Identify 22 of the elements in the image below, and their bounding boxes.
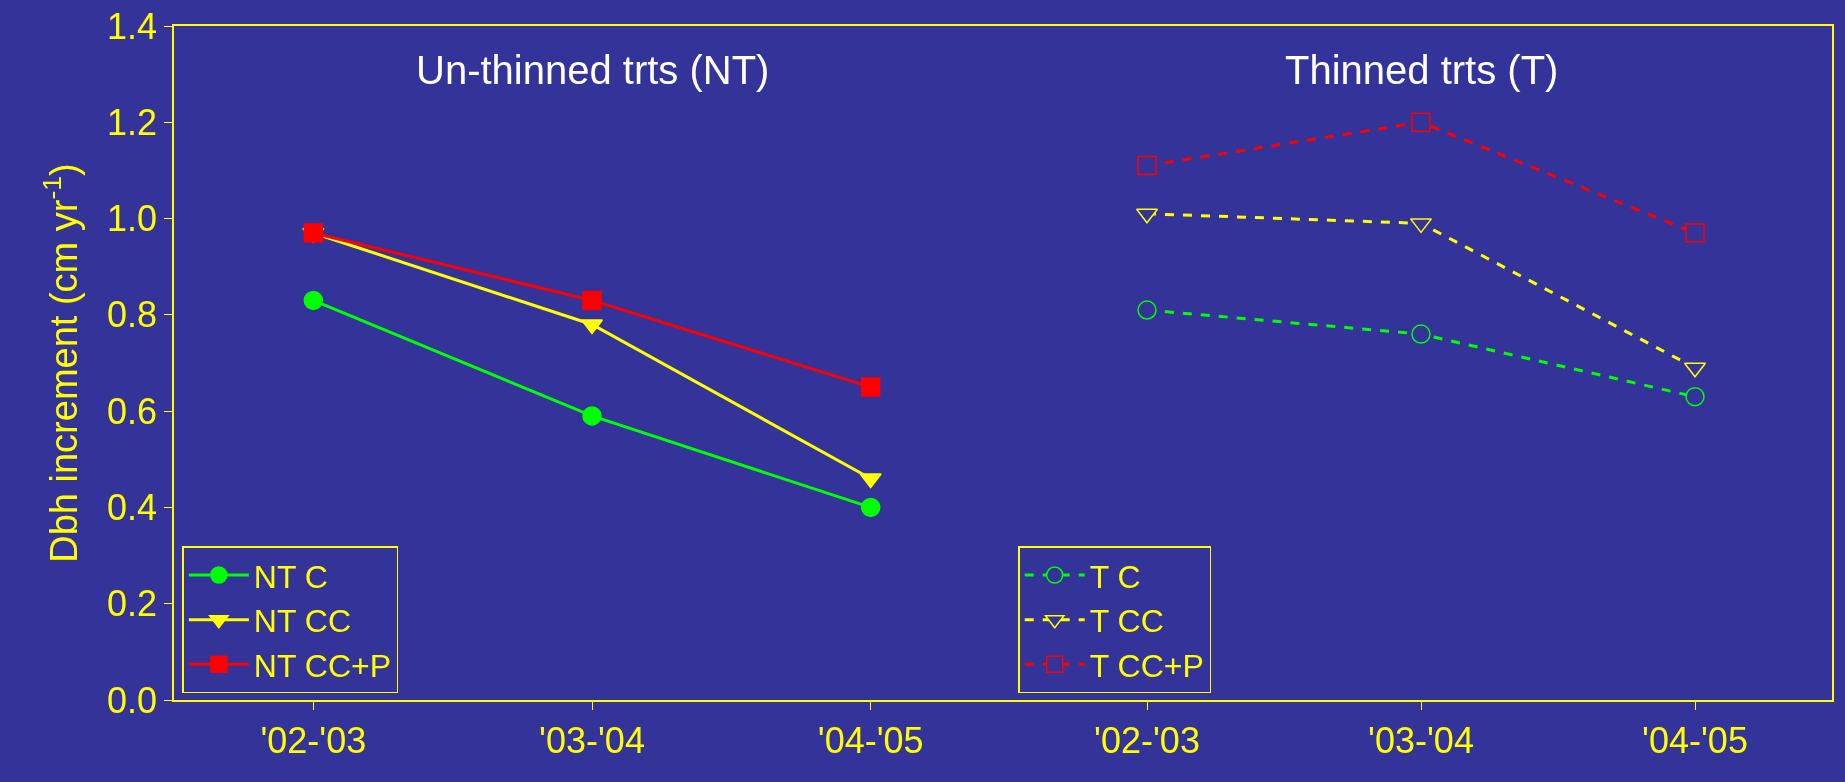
y-tick-label: 0.2 (107, 583, 158, 625)
legend-label: NT CC+P (253, 647, 392, 684)
x-tick-label: '02-'03 (260, 719, 367, 761)
legend-label: NT C (253, 558, 328, 595)
y-tick-label: 1.2 (107, 101, 158, 143)
legend-label: T CC (1089, 603, 1164, 640)
x-tick-label: '03-'04 (539, 719, 645, 761)
text: Un-thinned trts (NT) (416, 48, 770, 92)
y-tick-label: 0.8 (107, 294, 158, 336)
x-tick-label: '02-'03 (1094, 719, 1200, 761)
legend-label: T C (1089, 558, 1141, 595)
x-tick-label: '04-'05 (1642, 719, 1748, 761)
y-tick-label: 0.6 (107, 390, 158, 432)
y-tick-label: 1.0 (107, 198, 158, 240)
y-tick-label: 1.4 (107, 5, 158, 47)
x-tick-label: '04-'05 (817, 719, 924, 761)
y-tick-label: 0.4 (107, 487, 158, 529)
legend-label: NT CC (253, 603, 352, 640)
text: Thinned trts (T) (1285, 48, 1559, 92)
x-tick-label: '03-'04 (1368, 719, 1474, 761)
legend-label: T CC+P (1089, 647, 1204, 684)
y-tick-label: 0.0 (107, 679, 158, 721)
